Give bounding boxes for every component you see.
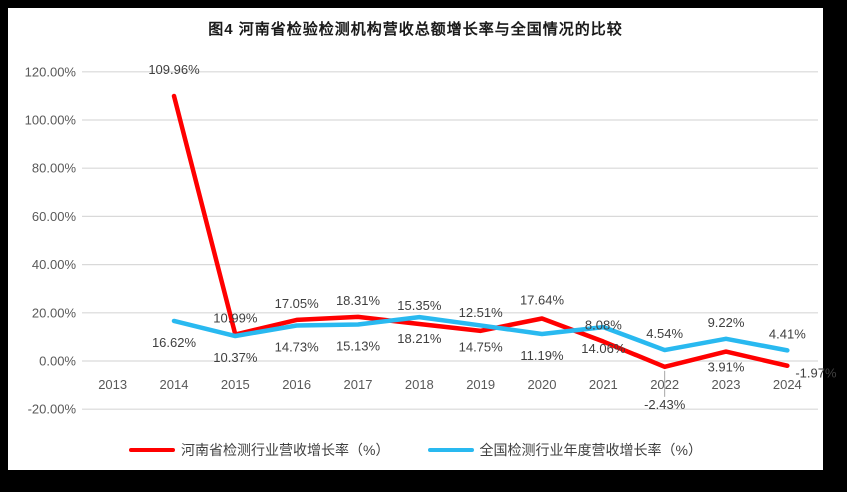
- x-category-label: 2023: [712, 377, 741, 392]
- y-tick-label: 40.00%: [32, 257, 77, 272]
- series-line-1: [171, 314, 790, 353]
- data-label: 4.41%: [769, 326, 806, 341]
- data-label: 11.19%: [520, 348, 564, 363]
- data-label: 9.22%: [708, 315, 745, 330]
- data-label: 15.35%: [397, 298, 442, 313]
- series-line-0: [171, 93, 790, 370]
- data-label: 15.13%: [336, 339, 381, 354]
- x-category-label: 2013: [98, 377, 127, 392]
- data-label: 10.99%: [213, 311, 258, 326]
- y-tick-label: 100.00%: [25, 113, 77, 128]
- y-tick-label: -20.00%: [28, 402, 77, 417]
- data-label: 16.62%: [152, 335, 197, 350]
- y-tick-label: 20.00%: [32, 305, 77, 320]
- data-label: -2.43%: [644, 397, 686, 412]
- y-tick-label: 120.00%: [25, 64, 77, 79]
- data-labels-group: 109.96% 10.99% 17.05% 18.31% 15.35% 12.51% 17.…: [148, 62, 837, 412]
- x-category-label: 2016: [282, 377, 311, 392]
- data-label: -1.97%: [795, 366, 837, 381]
- x-category-label: 2018: [405, 377, 434, 392]
- x-category-label: 2024: [773, 377, 802, 392]
- x-axis-labels-group: 2013 2014 2015 2016 2017 2018 2019 2020 2021 2022…: [98, 377, 802, 392]
- legend-item-henan: 河南省检测行业营收增长率（%）: [129, 440, 390, 460]
- legend-label-henan: 河南省检测行业营收增长率（%）: [181, 442, 390, 458]
- data-label: 12.51%: [459, 305, 504, 320]
- legend-label-national: 全国检测行业年度营收增长率（%）: [479, 442, 702, 458]
- x-category-label: 2020: [528, 377, 557, 392]
- y-tick-label: 60.00%: [32, 209, 77, 224]
- x-category-label: 2015: [221, 377, 250, 392]
- y-tick-label: 0.00%: [39, 354, 76, 369]
- chart-background: [8, 8, 823, 470]
- data-label: 109.96%: [148, 62, 200, 77]
- data-label: 14.06%: [581, 341, 626, 356]
- data-label: 18.21%: [397, 331, 442, 346]
- y-tick-label: 80.00%: [32, 161, 77, 176]
- series-lines-group: [171, 93, 790, 370]
- y-axis-labels-group: -20.00% 0.00% 20.00% 40.00% 60.00% 80.00% 100.…: [25, 64, 77, 416]
- chart-title: 图4 河南省检验检测机构营收总额增长率与全国情况的比较: [208, 21, 623, 38]
- data-label: 4.54%: [646, 326, 683, 341]
- data-label: 8.08%: [585, 318, 622, 333]
- data-label: 10.37%: [213, 350, 258, 365]
- legend-swatch-national-line: [427, 448, 474, 452]
- x-category-label: 2021: [589, 377, 618, 392]
- x-category-label: 2019: [466, 377, 495, 392]
- data-label: 17.05%: [275, 296, 320, 311]
- legend-item-national: 全国检测行业年度营收增长率（%）: [427, 440, 702, 460]
- x-category-label: 2014: [160, 377, 189, 392]
- data-label: 18.31%: [336, 293, 381, 308]
- data-label: 14.73%: [275, 340, 320, 355]
- data-label: 17.64%: [520, 292, 565, 307]
- data-label: 3.91%: [708, 360, 745, 375]
- legend-swatch-henan-line: [129, 448, 176, 452]
- x-category-label: 2017: [344, 377, 373, 392]
- data-label: 14.75%: [459, 339, 504, 354]
- legend: 河南省检测行业营收增长率（%） 全国检测行业年度营收增长率（%）: [8, 440, 823, 460]
